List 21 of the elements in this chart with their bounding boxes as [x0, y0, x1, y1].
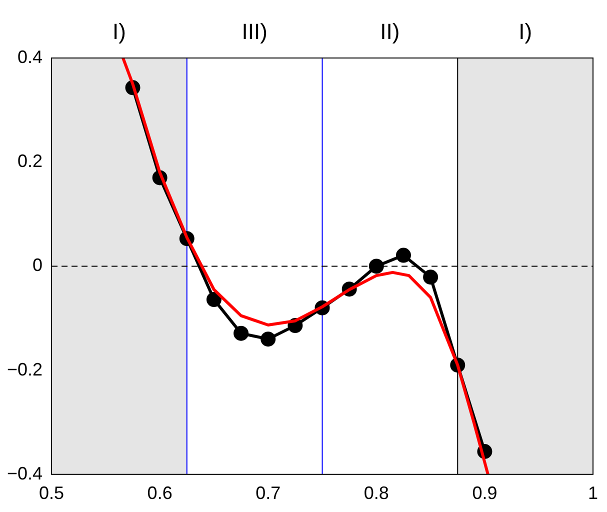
point [234, 326, 249, 341]
band-label: I) [112, 19, 126, 44]
point [423, 270, 438, 285]
x-tick-label: 0.8 [364, 483, 389, 504]
x-tick-label: 0.9 [472, 483, 498, 504]
point [396, 248, 411, 263]
x-tick-label: 0.6 [147, 483, 172, 504]
y-tick-label: −0.2 [6, 359, 43, 380]
point [368, 258, 384, 274]
point [206, 292, 222, 308]
x-tick-label: 0.7 [256, 483, 281, 504]
y-tick-label: 0.4 [18, 46, 43, 67]
text: III) [242, 19, 268, 44]
point [260, 332, 276, 347]
y-tick-label: 0 [32, 255, 43, 276]
text: II) [380, 19, 400, 44]
band-label: I) [518, 19, 532, 44]
y-tick-label: −0.4 [6, 463, 43, 484]
y-tick-label: 0.2 [18, 151, 43, 172]
x-tick-label: 0.5 [39, 483, 64, 504]
x-tick-label: 1 [588, 483, 598, 504]
